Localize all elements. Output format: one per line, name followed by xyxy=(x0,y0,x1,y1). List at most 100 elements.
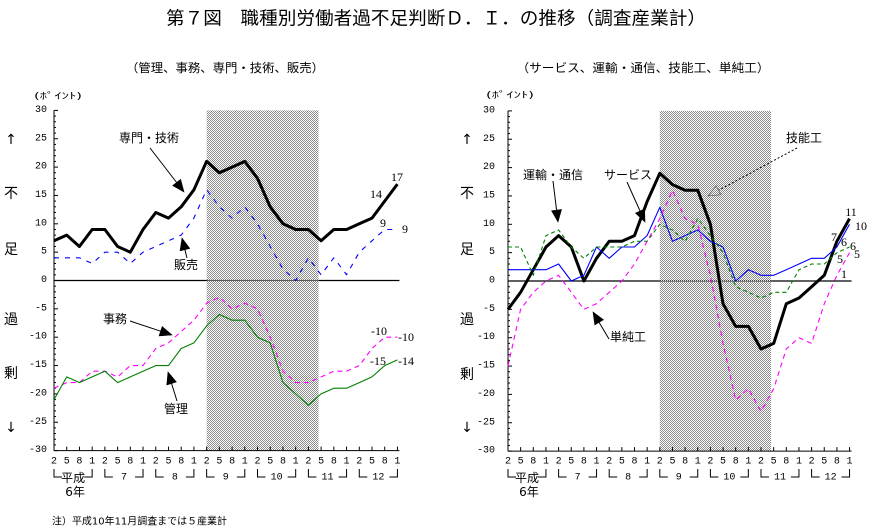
x-tick-label: 2 xyxy=(305,457,311,468)
series-line-unyu-tsushin xyxy=(508,218,850,299)
x-tick-label: 5 xyxy=(821,457,827,468)
x-tick-label: 1 xyxy=(594,457,600,468)
x-tick-label: 5 xyxy=(165,457,171,468)
side-label-surplus-2: 剰 xyxy=(460,367,474,383)
year-label: 8 xyxy=(625,473,631,484)
y-tick-label: -20 xyxy=(477,389,495,400)
x-tick-label: 1 xyxy=(796,457,802,468)
end-value-label: 17 xyxy=(391,170,403,184)
series-line-senmon-gijutsu xyxy=(53,159,399,254)
annotation-arrow-line xyxy=(184,249,188,259)
year-bracket xyxy=(257,469,297,478)
y-tick-label: 5 xyxy=(489,247,495,258)
x-tick-label: 5 xyxy=(369,457,375,468)
x-tick-label: 1 xyxy=(745,457,751,468)
x-tick-label: 8 xyxy=(733,457,739,468)
arrowhead-icon xyxy=(592,311,604,326)
x-tick-label: 5 xyxy=(267,457,273,468)
end-value-label: 14 xyxy=(370,187,382,201)
end-value-label: 5 xyxy=(837,252,843,266)
y-tick-label: 15 xyxy=(35,190,47,201)
x-tick-label: 5 xyxy=(568,457,574,468)
series-label-ginoukou: 技能工 xyxy=(786,131,822,145)
y-tick-label: -10 xyxy=(477,332,495,343)
x-tick-label: 5 xyxy=(64,457,70,468)
x-tick-label: 8 xyxy=(530,457,536,468)
x-tick-label: 5 xyxy=(720,457,726,468)
y-tick-label: -10 xyxy=(29,332,47,343)
x-tick-label: 1 xyxy=(191,457,197,468)
year-bracket xyxy=(811,469,851,478)
end-value-label: 6 xyxy=(841,235,847,249)
year-label: 平成 xyxy=(61,471,85,485)
up-arrow-icon: ↑ xyxy=(461,132,473,148)
end-value-label: 6 xyxy=(850,239,856,253)
end-value-label: 9 xyxy=(380,216,386,230)
x-tick-label: 1 xyxy=(695,457,701,468)
arrowhead-icon xyxy=(707,185,722,197)
end-value-label: 10 xyxy=(855,219,867,233)
year-label: 10 xyxy=(723,473,735,484)
x-tick-label: 8 xyxy=(127,457,133,468)
series-line-tanjunkou xyxy=(507,189,850,412)
series-line-jimu xyxy=(53,296,398,389)
x-tick-label: 8 xyxy=(76,457,82,468)
series-label-unyu-tsushin: 運輸・通信 xyxy=(523,167,583,182)
series-label-jimu: 事務 xyxy=(103,312,127,326)
series-label-hanbai: 販売 xyxy=(174,257,198,272)
x-tick-label: 8 xyxy=(834,457,840,468)
arrowhead-icon xyxy=(158,325,173,337)
annotation-arrow-line xyxy=(718,147,798,191)
x-tick-label: 8 xyxy=(280,457,286,468)
side-label-surplus-1: 過 xyxy=(4,312,18,328)
year-label: 8 xyxy=(172,473,178,484)
y-tick-label: 20 xyxy=(483,162,495,173)
year-bracket xyxy=(53,469,93,478)
end-value-label: -15 xyxy=(370,354,386,368)
x-tick-label: 2 xyxy=(657,457,663,468)
end-value-label: -14 xyxy=(398,354,414,368)
end-value-label: 11 xyxy=(845,205,857,219)
end-value-label: 5 xyxy=(854,247,860,261)
x-tick-label: 1 xyxy=(394,457,400,468)
year-bracket xyxy=(507,469,547,478)
year-bracket xyxy=(659,469,699,478)
x-tick-label: 1 xyxy=(242,457,248,468)
x-tick-label: 1 xyxy=(543,457,549,468)
year-bracket xyxy=(155,469,195,478)
footnote: 注）平成10年11月調査までは５産業計 xyxy=(52,515,227,528)
x-tick-label: 8 xyxy=(581,457,587,468)
series-line-ginoukou xyxy=(506,171,851,351)
x-tick-label: 2 xyxy=(505,457,511,468)
x-tick-label: 2 xyxy=(204,457,210,468)
annotation-arrow-line xyxy=(149,147,178,183)
year-label: 11 xyxy=(321,473,333,484)
x-tick-label: 8 xyxy=(229,457,235,468)
year-label: 11 xyxy=(774,473,786,484)
y-tick-label: 10 xyxy=(483,219,495,230)
x-tick-label: 2 xyxy=(51,457,57,468)
y-tick-label: -20 xyxy=(29,388,47,399)
x-tick-label: 1 xyxy=(293,457,299,468)
series-label-tanjunkou: 単純工 xyxy=(610,330,646,344)
arrowhead-icon xyxy=(179,237,191,252)
down-arrow-icon: ↓ xyxy=(461,420,473,436)
year-bracket xyxy=(558,469,598,478)
y-tick-label: 25 xyxy=(35,133,47,144)
annotation-arrow-line xyxy=(129,320,161,332)
series-line-service xyxy=(508,206,850,282)
annotation-arrow-line xyxy=(598,322,610,340)
side-label-shortage-1: 不 xyxy=(4,186,18,202)
year-label: 7 xyxy=(121,473,127,484)
end-value-label: 1 xyxy=(841,267,847,281)
x-tick-label: 5 xyxy=(669,457,675,468)
side-label-surplus-1: 過 xyxy=(460,312,474,328)
y-tick-label: 5 xyxy=(41,247,47,258)
year-bracket xyxy=(709,469,749,478)
x-tick-label: 2 xyxy=(606,457,612,468)
end-value-label: 7 xyxy=(831,230,837,244)
end-value-label: -10 xyxy=(371,324,387,338)
year-label: 9 xyxy=(676,473,682,484)
x-tick-label: 1 xyxy=(344,457,350,468)
